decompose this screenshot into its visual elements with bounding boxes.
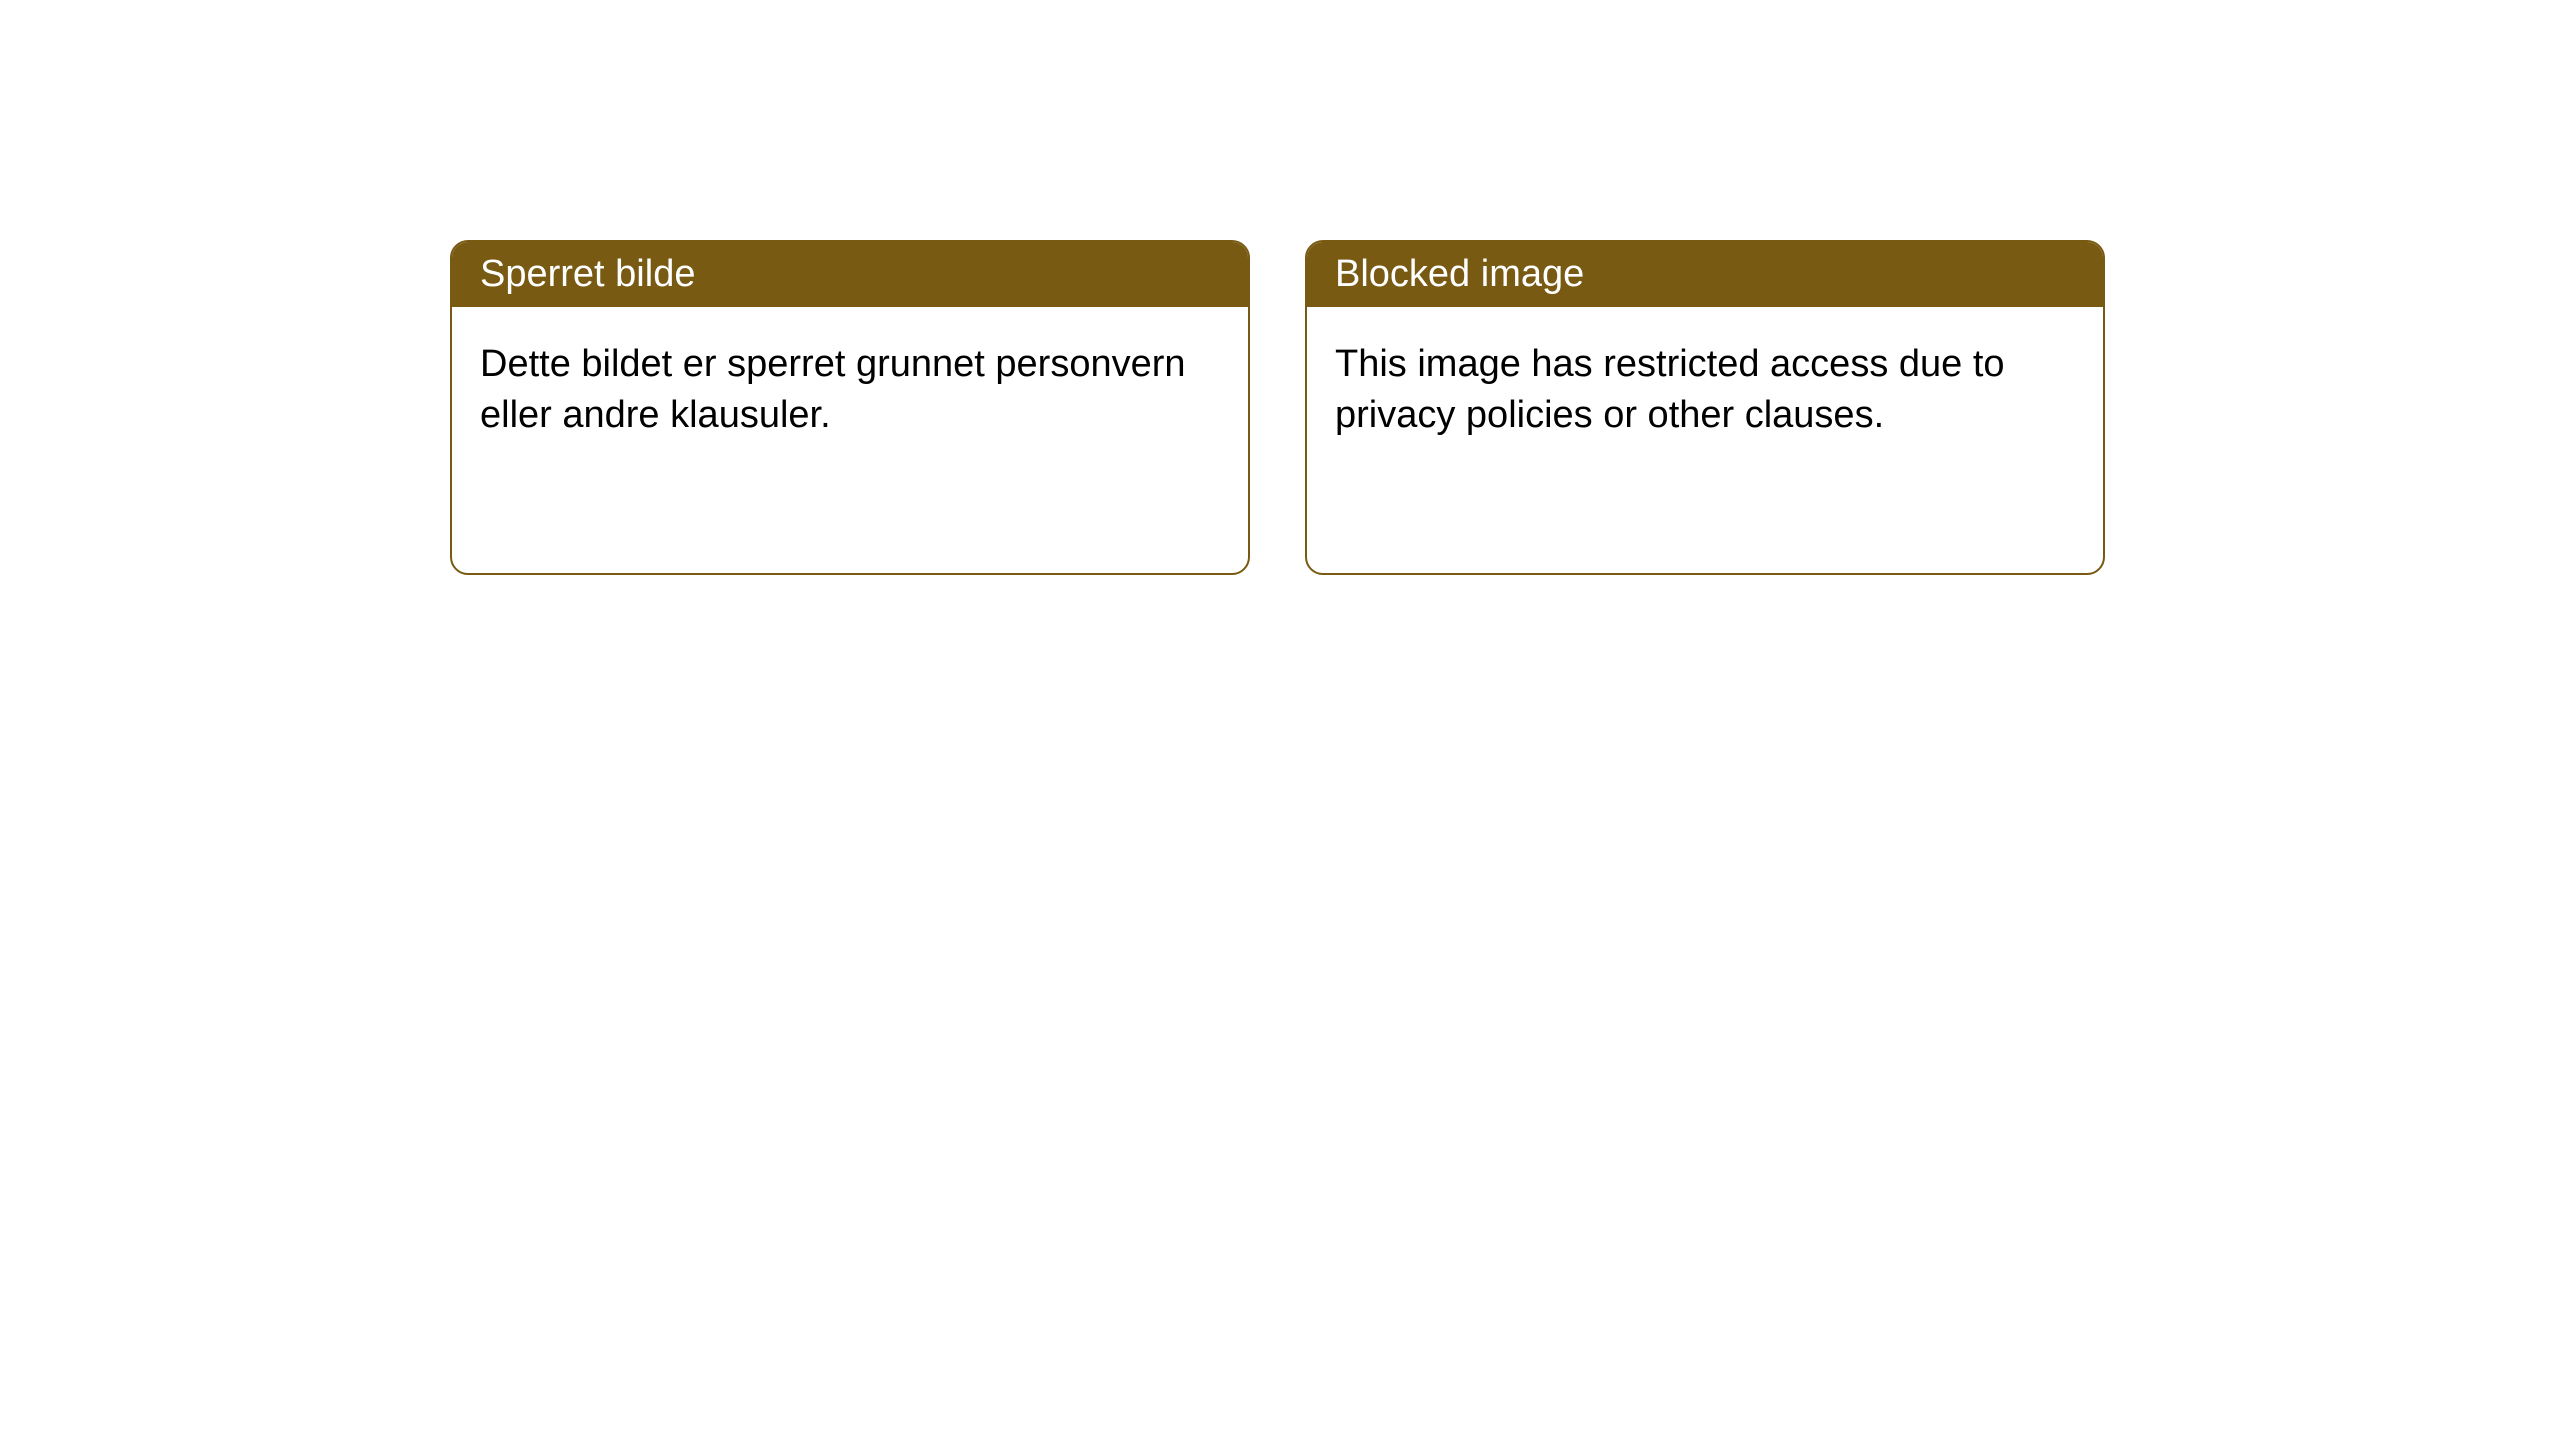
card-body: This image has restricted access due to …: [1307, 307, 2103, 474]
card-body: Dette bildet er sperret grunnet personve…: [452, 307, 1248, 474]
card-message: Dette bildet er sperret grunnet personve…: [480, 343, 1186, 436]
card-message: This image has restricted access due to …: [1335, 343, 2005, 436]
card-title: Blocked image: [1335, 253, 1584, 295]
card-header: Blocked image: [1307, 242, 2103, 307]
card-title: Sperret bilde: [480, 253, 695, 295]
card-header: Sperret bilde: [452, 242, 1248, 307]
blocked-image-card-en: Blocked image This image has restricted …: [1305, 240, 2105, 575]
notice-container: Sperret bilde Dette bildet er sperret gr…: [0, 0, 2560, 575]
blocked-image-card-no: Sperret bilde Dette bildet er sperret gr…: [450, 240, 1250, 575]
